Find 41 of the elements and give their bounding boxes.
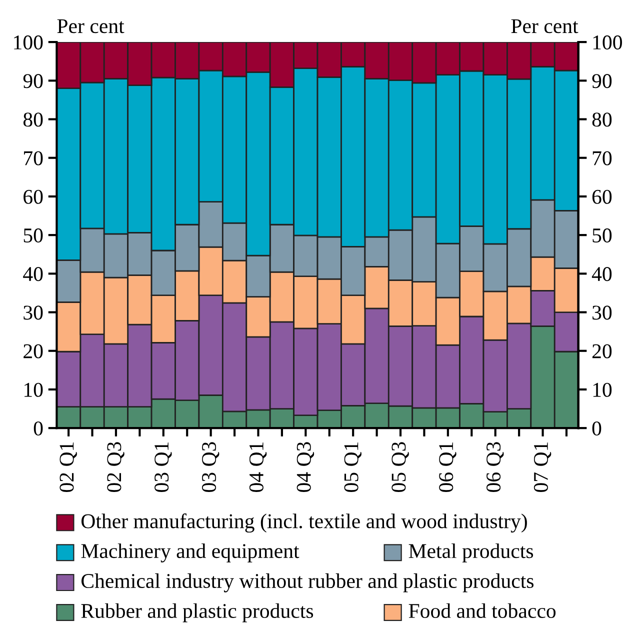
y-tick-label: 30 [24, 306, 43, 320]
x-tick-label: 02 Q3 [107, 442, 124, 492]
x-tick-label: 06 Q1 [439, 442, 456, 492]
x-tick-label: 03 Q1 [154, 442, 172, 492]
y-tick-label: 40 [23, 267, 43, 282]
x-tick-label: 04 Q3 [296, 442, 314, 492]
y2-tick-label: 80 [592, 112, 612, 127]
y2-tick-label: 10 [593, 382, 612, 397]
legend-label: Machinery and equipment [81, 543, 300, 562]
y-axis-title: Per cent [57, 19, 124, 34]
y2-tick-label: 0 [592, 421, 602, 436]
y-tick-label: 90 [23, 74, 43, 88]
y2-tick-label: 70 [592, 151, 612, 166]
y-tick-label: 50 [24, 228, 43, 242]
x-tick-label: 04 Q1 [249, 442, 267, 492]
y-tick-label: 20 [24, 344, 43, 358]
y2-tick-label: 90 [592, 74, 612, 88]
legend-label: Chemical industry without rubber and plastic products [81, 573, 534, 592]
y2-tick-label: 100 [593, 35, 622, 50]
x-tick-label: 02 Q1 [60, 442, 77, 492]
legend-label: Rubber and plastic products [81, 603, 314, 622]
y2-tick-label: 40 [592, 267, 612, 282]
y2-tick-label: 50 [592, 228, 612, 242]
x-tick-label: 06 Q3 [486, 442, 504, 492]
y2-tick-label: 20 [592, 344, 612, 358]
y2-tick-label: 30 [592, 306, 612, 320]
y2-axis-title: Per cent [511, 19, 578, 34]
y-tick-label: 70 [24, 151, 43, 166]
y-tick-label: 100 [14, 35, 43, 50]
y-tick-label: 80 [23, 112, 43, 127]
x-tick-label: 05 Q1 [344, 442, 362, 492]
x-tick-label: 05 Q3 [392, 442, 409, 492]
legend-label: Food and tobacco [408, 603, 556, 618]
x-tick-label: 07 Q1 [534, 442, 552, 492]
y2-tick-label: 60 [592, 190, 612, 204]
y-tick-label: 60 [24, 190, 43, 204]
y-tick-label: 10 [24, 382, 43, 397]
y-tick-label: 0 [34, 421, 43, 436]
x-tick-label: 03 Q3 [202, 442, 220, 492]
legend-label: Metal products [408, 543, 534, 562]
legend-label: Other manufacturing (incl. textile and wood industry) [81, 513, 527, 533]
